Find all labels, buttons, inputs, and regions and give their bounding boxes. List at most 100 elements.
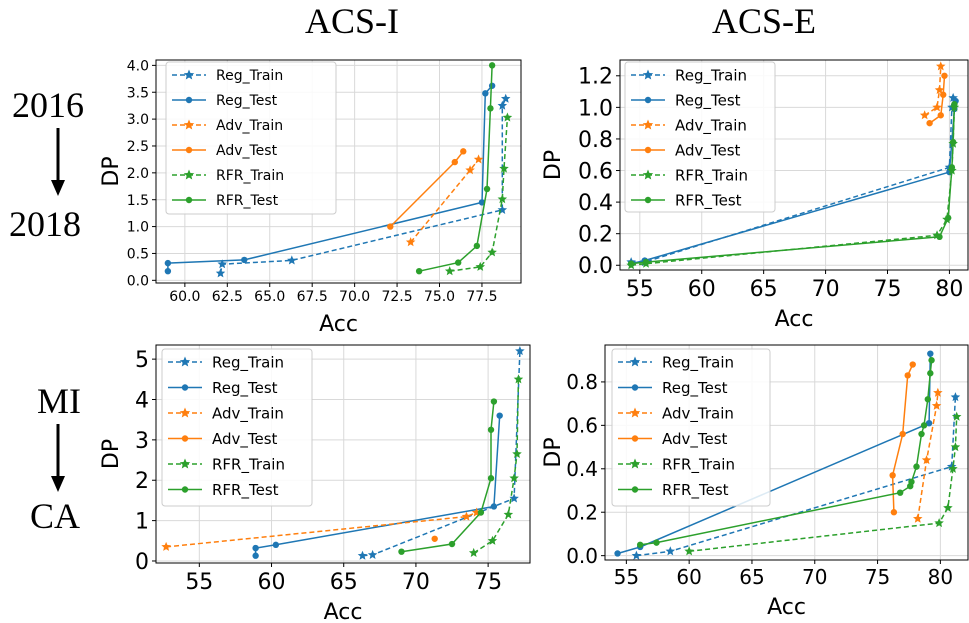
legend-dot-icon bbox=[644, 196, 652, 204]
chart-panel-top-right: 55 60 65 70 75 80 0.0 0.2 0.4 0.6 0.8 1.0 1.2 Acc DP Re… bbox=[541, 59, 969, 332]
legend-dot-icon bbox=[631, 486, 639, 493]
data-point-dot bbox=[927, 350, 934, 357]
data-point-dot bbox=[473, 242, 481, 250]
legend-label: Reg_Train bbox=[675, 66, 747, 85]
row-label-from-mi: MI bbox=[37, 381, 81, 421]
y-axis-label: DP bbox=[541, 437, 566, 467]
x-tick-label: 75 bbox=[874, 277, 902, 302]
y-tick-label: 3.0 bbox=[127, 112, 149, 128]
data-point-star bbox=[936, 61, 946, 71]
chart-panel-top-left: 60.0 62.5 65.0 67.5 70.0 72.5 75.0 77.5 0.0 0.5 1.… bbox=[99, 58, 522, 337]
legend-label: Adv_Train bbox=[662, 404, 734, 423]
series-line-adv_train bbox=[917, 392, 939, 519]
data-point-star bbox=[461, 511, 472, 521]
legend-dot-icon bbox=[185, 96, 193, 104]
series-line-rfr_train bbox=[689, 416, 958, 553]
data-point-star bbox=[217, 259, 227, 269]
y-tick-label: 0 bbox=[135, 550, 149, 575]
x-axis-label: Acc bbox=[319, 312, 358, 337]
data-point-star bbox=[515, 346, 525, 356]
data-point-dot bbox=[948, 164, 956, 171]
legend-dot-icon bbox=[644, 96, 652, 104]
data-point-star bbox=[919, 110, 930, 120]
data-point-dot bbox=[487, 475, 495, 482]
data-point-star bbox=[475, 261, 486, 271]
data-point-star bbox=[473, 154, 484, 164]
legend-star-icon bbox=[179, 356, 191, 367]
chart-panel-bottom-left: 55 60 65 70 75 0 1 2 3 4 5 Acc DP Reg_Train Reg_Test Ad… bbox=[99, 344, 531, 623]
y-axis-label: DP bbox=[99, 156, 124, 186]
data-point-star bbox=[931, 400, 942, 410]
data-point-dot bbox=[949, 138, 957, 146]
data-point-dot bbox=[913, 463, 920, 470]
legend-star-icon bbox=[629, 407, 641, 418]
legend-label: Reg_Test bbox=[212, 379, 278, 398]
y-tick-label: 0.2 bbox=[578, 223, 613, 248]
data-point-dot bbox=[487, 426, 495, 433]
x-tick-label: 62.5 bbox=[212, 289, 243, 305]
data-point-star bbox=[934, 518, 944, 528]
legend-label: Adv_Train bbox=[212, 404, 284, 423]
legend-label: RFR_Train bbox=[675, 166, 748, 185]
y-tick-label: 2.5 bbox=[127, 139, 149, 155]
data-point-star bbox=[357, 550, 368, 560]
x-tick-label: 67.5 bbox=[297, 289, 328, 305]
data-point-star bbox=[465, 165, 475, 175]
data-point-dot bbox=[490, 503, 498, 510]
x-axis-label: Acc bbox=[775, 307, 814, 332]
data-point-dot bbox=[944, 214, 952, 222]
y-axis-label: DP bbox=[541, 150, 566, 180]
data-point-dot bbox=[387, 223, 394, 230]
legend-label: Adv_Train bbox=[216, 118, 283, 134]
legend-star-icon bbox=[183, 119, 195, 130]
data-point-dot bbox=[924, 396, 932, 403]
data-point-dot bbox=[941, 72, 948, 79]
y-tick-label: 0.0 bbox=[127, 273, 149, 289]
legend-dot-icon bbox=[185, 146, 193, 154]
x-tick-label: 75 bbox=[474, 570, 502, 595]
x-tick-label: 60.0 bbox=[169, 289, 200, 305]
data-point-star bbox=[509, 493, 519, 503]
axes-frame bbox=[604, 344, 969, 561]
y-tick-label: 1.2 bbox=[578, 65, 613, 90]
y-tick-label: 2.0 bbox=[127, 166, 149, 182]
series-line-adv_test bbox=[929, 75, 946, 124]
data-point-dot bbox=[889, 472, 896, 479]
data-point-star bbox=[684, 546, 694, 556]
legend-star-icon bbox=[183, 169, 195, 180]
column-title-acs-i: ACS-I bbox=[305, 1, 400, 41]
legend-star-icon bbox=[629, 458, 641, 469]
legend-label: Adv_Test bbox=[675, 141, 741, 160]
row-label-to-ca: CA bbox=[30, 496, 81, 536]
y-tick-label: 1.0 bbox=[127, 220, 149, 236]
legend-star-icon bbox=[629, 356, 641, 367]
series-line-rfr_train bbox=[449, 117, 509, 272]
data-point-dot bbox=[460, 148, 467, 155]
x-axis-label: Acc bbox=[324, 600, 363, 623]
data-point-dot bbox=[483, 185, 491, 193]
data-point-star bbox=[161, 541, 171, 551]
data-point-dot bbox=[908, 478, 915, 486]
legend-label: Reg_Train bbox=[212, 353, 284, 372]
legend-label: Reg_Train bbox=[216, 68, 283, 84]
y-tick-label: 4.0 bbox=[127, 58, 149, 74]
data-point-star bbox=[502, 112, 513, 122]
y-tick-label: 0.4 bbox=[578, 191, 613, 216]
legend-label: Reg_Train bbox=[662, 353, 734, 372]
legend-label: RFR_Test bbox=[216, 193, 279, 209]
x-tick-label: 60 bbox=[258, 570, 286, 595]
legend-star-icon bbox=[183, 69, 195, 80]
down-arrow-icon bbox=[51, 424, 65, 492]
series-line-reg_train bbox=[636, 397, 957, 557]
series-line-adv_train bbox=[924, 66, 942, 116]
x-tick-label: 60 bbox=[676, 565, 701, 589]
data-point-dot bbox=[936, 233, 943, 241]
y-tick-label: 0.4 bbox=[566, 457, 598, 481]
x-tick-label: 60 bbox=[688, 277, 716, 302]
data-point-dot bbox=[164, 267, 172, 275]
data-point-dot bbox=[909, 361, 916, 368]
chart-panel-bottom-right: 55 60 65 70 75 80 0.0 0.2 0.4 0.6 0.8 Acc DP Reg_Trai… bbox=[541, 344, 969, 620]
x-tick-label: 75.0 bbox=[424, 289, 455, 305]
x-tick-label: 65 bbox=[750, 277, 778, 302]
legend-label: Adv_Train bbox=[675, 116, 747, 135]
